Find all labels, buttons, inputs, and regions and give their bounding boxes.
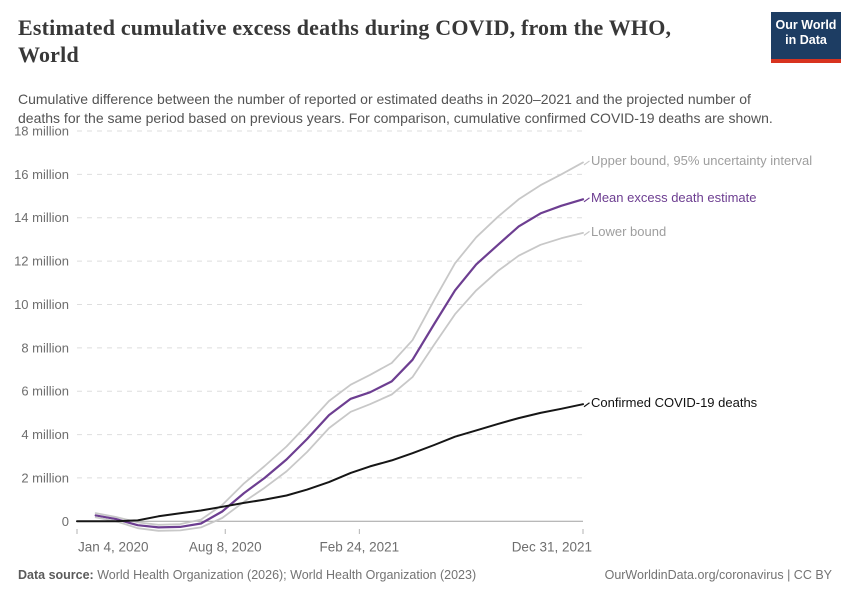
chart-footer: Data source: World Health Organization (… [18, 568, 832, 582]
series-label-confirmed-deaths: Confirmed COVID-19 deaths [591, 395, 758, 411]
y-axis-tick-label: 8 million [21, 340, 69, 355]
series-label-connector [583, 402, 590, 408]
x-axis-tick-label: Aug 8, 2020 [189, 540, 262, 555]
series-label-upper-bound: Upper bound, 95% uncertainty interval [591, 153, 813, 169]
y-axis-tick-label: 14 million [14, 210, 69, 225]
data-source-text: Data source: World Health Organization (… [18, 568, 476, 582]
y-axis-tick-label: 6 million [21, 384, 69, 399]
series-label-connector [583, 197, 590, 203]
data-source-value: World Health Organization (2026); World … [93, 568, 477, 582]
owid-link[interactable]: OurWorldinData.org/coronavirus | CC BY [604, 568, 832, 582]
series-label-connector [583, 160, 590, 166]
y-axis-tick-label: 4 million [21, 427, 69, 442]
chart-subtitle-line1: Cumulative difference between the number… [18, 91, 751, 107]
chart-title-line2: World [18, 42, 79, 67]
x-axis-tick-label: Jan 4, 2020 [78, 540, 149, 555]
y-axis-tick-label: 2 million [21, 470, 69, 485]
x-axis-tick-label: Feb 24, 2021 [320, 540, 400, 555]
chart-subtitle-line2: deaths for the same period based on prev… [18, 109, 773, 126]
x-axis-tick-label: Dec 31, 2021 [512, 540, 592, 555]
series-line [76, 403, 584, 523]
series-label-connector [583, 230, 590, 236]
chart-subtitle: Cumulative difference between the number… [18, 90, 840, 127]
y-axis-tick-label: 16 million [14, 167, 69, 182]
series-label-mean-excess: Mean excess death estimate [591, 190, 757, 206]
owid-logo-line1: Our World [775, 18, 837, 32]
owid-logo[interactable]: Our World in Data [771, 12, 841, 63]
owid-logo-line2: in Data [785, 33, 827, 47]
y-axis-tick-label: 12 million [14, 254, 69, 269]
y-axis-tick-label: 18 million [14, 124, 69, 139]
series-line [94, 198, 585, 529]
series-line [94, 231, 584, 532]
chart-title: Estimated cumulative excess deaths durin… [18, 14, 758, 68]
data-source-label: Data source: [18, 568, 94, 582]
series-label-lower-bound: Lower bound [591, 223, 667, 239]
y-axis-tick-label: 10 million [14, 297, 69, 312]
series-line [94, 161, 584, 526]
chart-title-line1: Estimated cumulative excess deaths durin… [18, 15, 672, 40]
y-axis-tick-label: 0 [62, 514, 69, 529]
